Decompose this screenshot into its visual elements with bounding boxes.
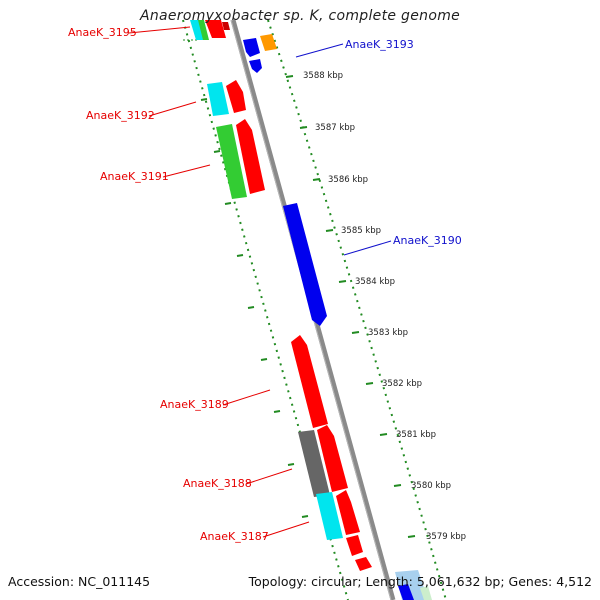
gene-label-anaek-3195: AnaeK_3195 xyxy=(68,26,137,39)
scale-label-3588-kbp: 3588 kbp xyxy=(303,71,344,81)
label-leader-lines xyxy=(128,26,392,538)
gene-3192-red xyxy=(226,80,246,113)
gene-3187-red xyxy=(336,490,360,535)
gene-3190-blue xyxy=(283,203,327,326)
gene-3193-blue xyxy=(243,38,260,57)
gene-3191-green xyxy=(216,124,247,199)
gene-3189-red xyxy=(291,335,328,428)
gene-bottom-lightgreen xyxy=(420,586,432,600)
gene-label-anaek-3189: AnaeK_3189 xyxy=(160,398,229,411)
scale-label-3586-kbp: 3586 kbp xyxy=(328,175,369,185)
gene-3187-red-small2 xyxy=(355,557,372,571)
gene-3193-orange xyxy=(260,34,277,51)
gene-bottom-blue xyxy=(398,584,414,600)
gene-label-anaek-3193: AnaeK_3193 xyxy=(345,38,414,51)
scale-label-3581-kbp: 3581 kbp xyxy=(396,430,437,440)
scale-label-3587-kbp: 3587 kbp xyxy=(315,123,356,133)
accession-text: Accession: NC_011145 xyxy=(8,574,151,589)
scale-label-3583-kbp: 3583 kbp xyxy=(368,328,409,338)
inner-ring-ticks xyxy=(200,98,309,518)
genome-title: Anaeromyxobacter sp. K, complete genome xyxy=(139,8,461,24)
scale-label-3580-kbp: 3580 kbp xyxy=(411,481,452,491)
gene-3195-cyan xyxy=(190,20,205,40)
gene-label-anaek-3190: AnaeK_3190 xyxy=(393,234,462,247)
gene-label-anaek-3192: AnaeK_3192 xyxy=(86,109,155,122)
scale-label-3584-kbp: 3584 kbp xyxy=(355,277,396,287)
scale-label-3585-kbp: 3585 kbp xyxy=(341,226,382,236)
scale-label-3582-kbp: 3582 kbp xyxy=(382,379,423,389)
gene-3193-blue-small xyxy=(249,59,262,73)
gene-3192-cyan xyxy=(207,82,229,116)
gene-3191-red xyxy=(236,119,265,194)
gene-3187-cyan xyxy=(316,492,343,540)
gene-3195-red xyxy=(205,20,226,38)
gene-3187-red-small1 xyxy=(346,535,363,556)
gene-3195-green xyxy=(198,20,209,40)
gene-3188-red xyxy=(317,425,348,492)
gene-label-anaek-3191: AnaeK_3191 xyxy=(100,170,169,183)
gene-3188-gray xyxy=(298,430,330,497)
outer-ring-ticks xyxy=(285,75,416,538)
genome-summary-text: Topology: circular; Length: 5,061,632 bp… xyxy=(248,574,592,589)
scale-label-3579-kbp: 3579 kbp xyxy=(426,532,467,542)
outer-dotted-ring xyxy=(267,19,447,600)
gene-features xyxy=(190,20,432,600)
gene-label-anaek-3188: AnaeK_3188 xyxy=(183,477,252,490)
gene-label-anaek-3187: AnaeK_3187 xyxy=(200,530,269,543)
gene-3195-red2 xyxy=(222,22,230,30)
